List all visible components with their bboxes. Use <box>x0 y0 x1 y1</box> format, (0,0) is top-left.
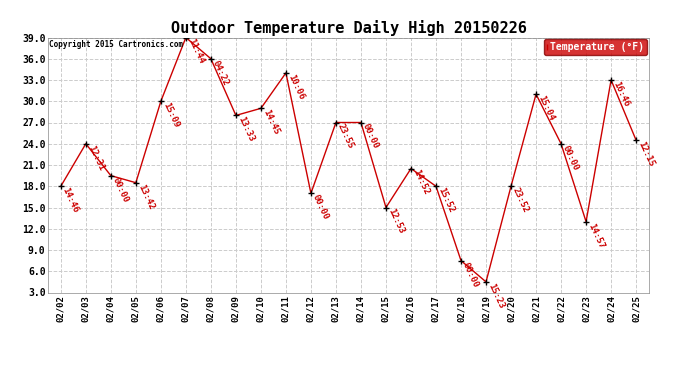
Text: 15:09: 15:09 <box>161 101 180 129</box>
Text: 14:45: 14:45 <box>261 108 280 136</box>
Text: 00:00: 00:00 <box>461 261 480 289</box>
Text: 23:52: 23:52 <box>511 186 531 214</box>
Text: 04:22: 04:22 <box>211 59 230 87</box>
Text: 00:00: 00:00 <box>111 176 130 204</box>
Text: 14:46: 14:46 <box>61 186 80 214</box>
Text: 12:31: 12:31 <box>86 144 106 172</box>
Text: 14:57: 14:57 <box>586 222 606 250</box>
Text: 10:06: 10:06 <box>286 73 306 101</box>
Text: 13:42: 13:42 <box>136 183 155 211</box>
Text: 12:53: 12:53 <box>386 207 406 236</box>
Text: 12:15: 12:15 <box>636 140 656 168</box>
Text: 14:52: 14:52 <box>411 168 431 197</box>
Text: Copyright 2015 Cartronics.com: Copyright 2015 Cartronics.com <box>49 40 183 49</box>
Text: 23:55: 23:55 <box>336 123 355 151</box>
Text: 00:00: 00:00 <box>561 144 580 172</box>
Text: 15:04: 15:04 <box>536 94 555 122</box>
Text: 00:00: 00:00 <box>361 123 380 151</box>
Text: 13:33: 13:33 <box>236 116 255 144</box>
Text: 11:44: 11:44 <box>186 38 206 66</box>
Text: 15:52: 15:52 <box>436 186 455 214</box>
Text: 16:46: 16:46 <box>611 80 631 108</box>
Text: 15:23: 15:23 <box>486 282 506 310</box>
Legend: Temperature (°F): Temperature (°F) <box>544 39 647 55</box>
Title: Outdoor Temperature Daily High 20150226: Outdoor Temperature Daily High 20150226 <box>170 20 526 36</box>
Text: 00:00: 00:00 <box>311 194 331 222</box>
